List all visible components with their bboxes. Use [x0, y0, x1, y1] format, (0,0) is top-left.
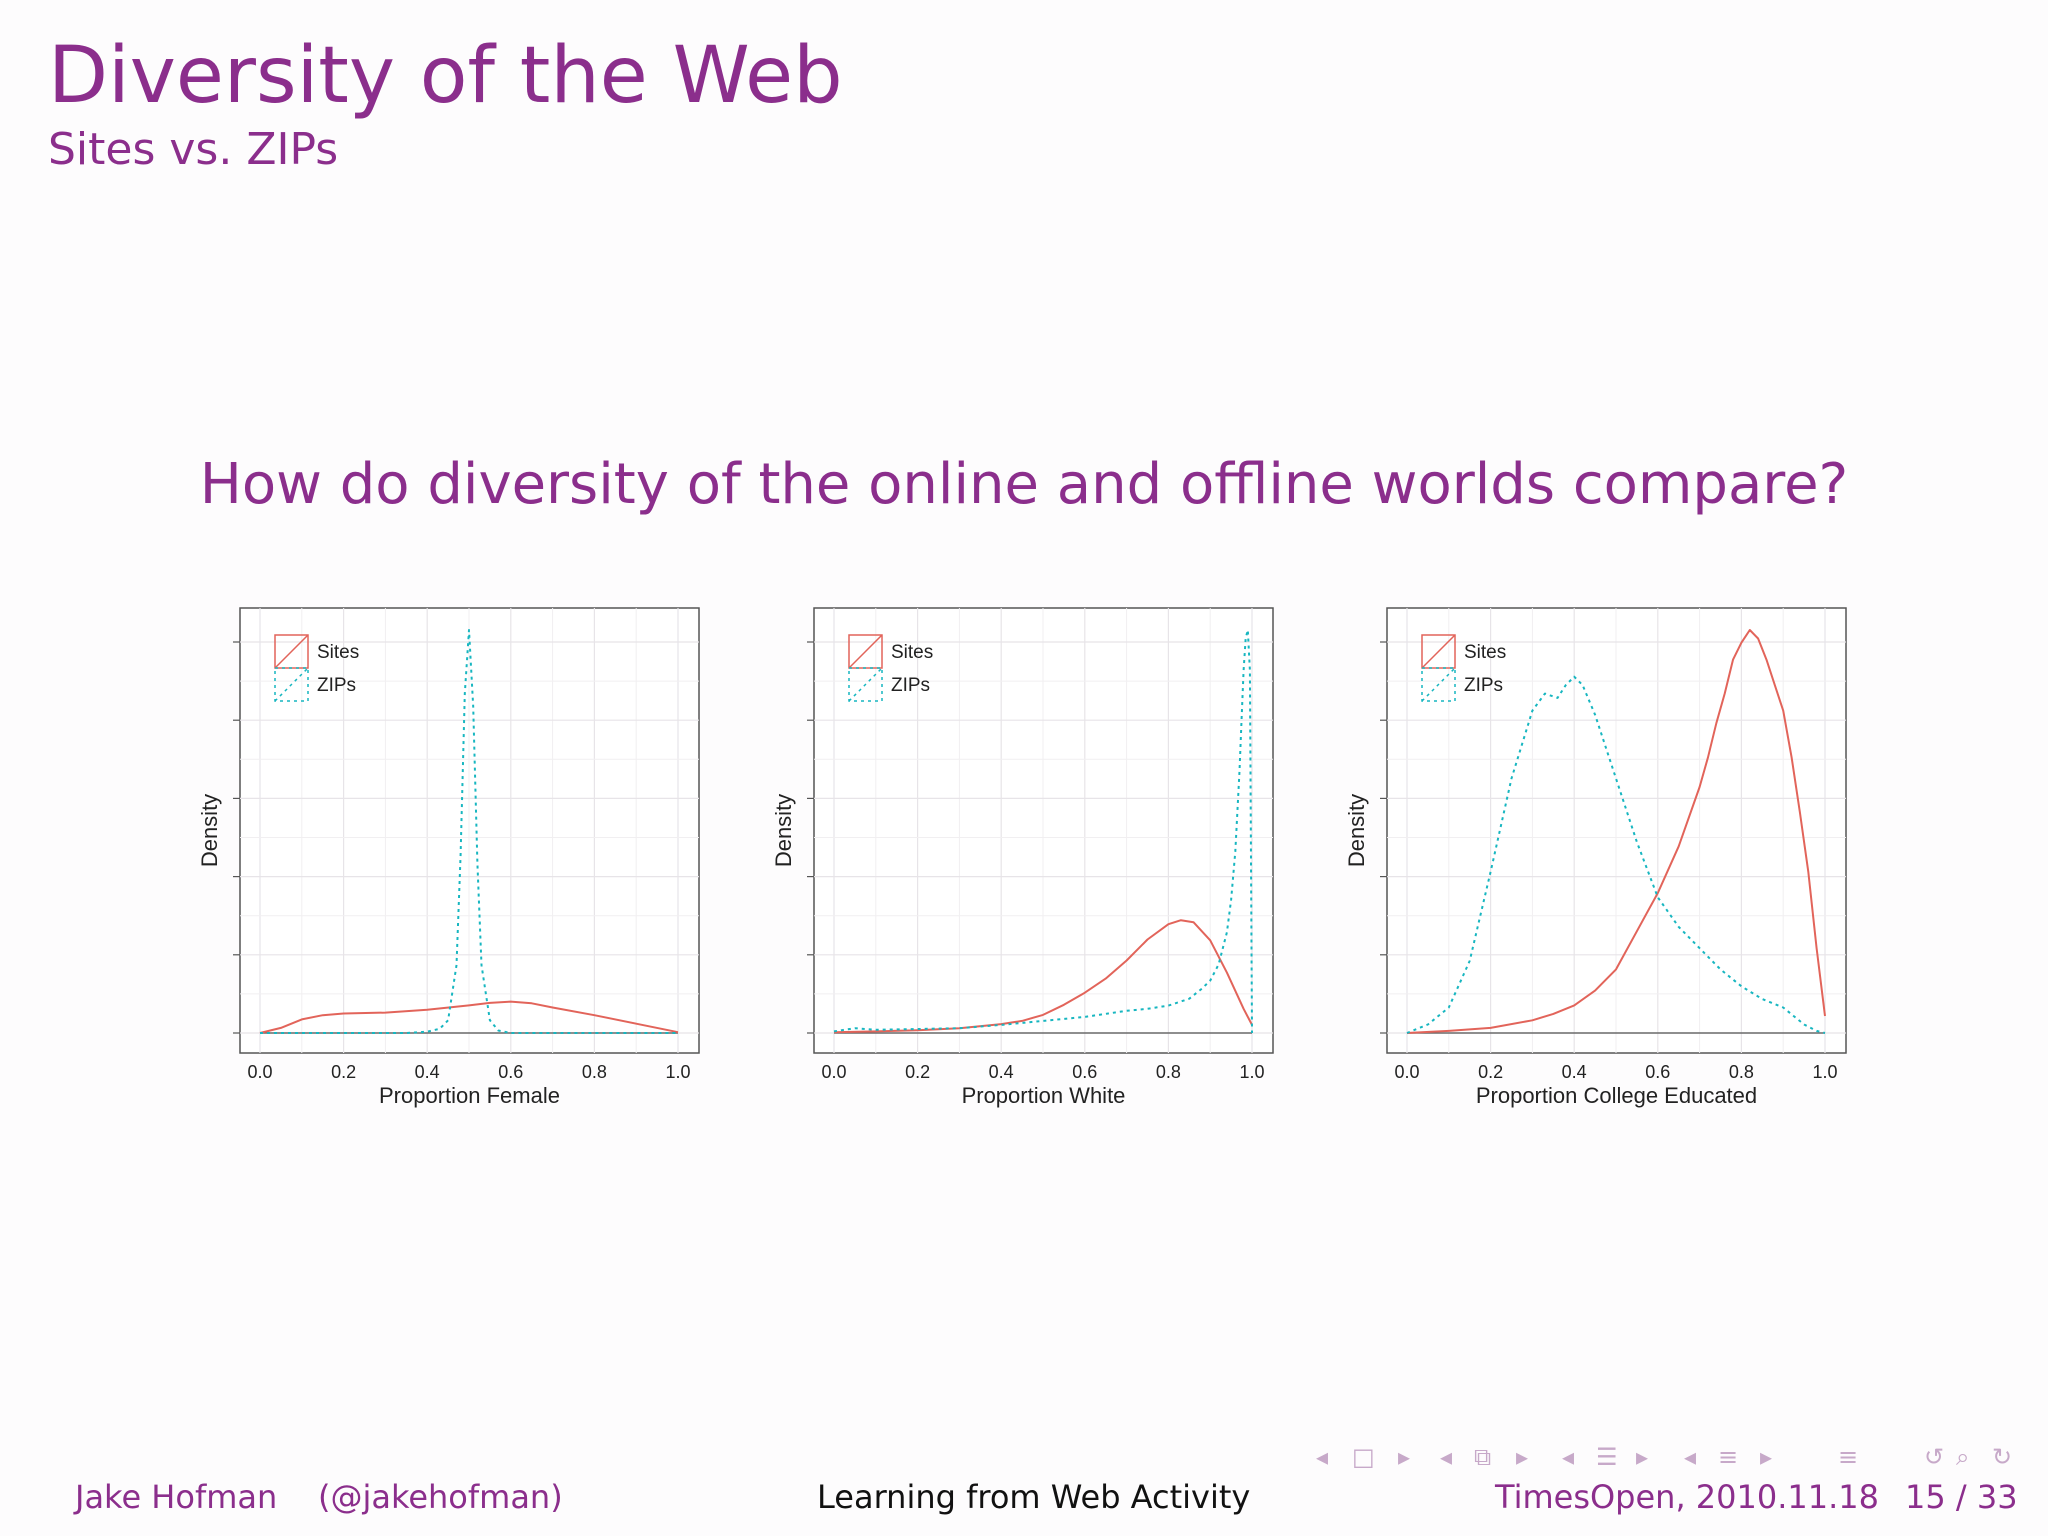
legend-item-sites: Sites — [848, 634, 933, 669]
x-tick-label: 1.0 — [665, 1062, 690, 1082]
x-tick-label: 0.4 — [989, 1062, 1014, 1082]
legend-label: ZIPs — [317, 675, 356, 696]
legend-key — [1421, 667, 1456, 702]
arrow-left-icon[interactable]: ◂ — [1440, 1443, 1453, 1471]
legend-label: Sites — [1464, 642, 1506, 663]
legend-item-zips: ZIPs — [848, 667, 930, 702]
arrow-right-icon[interactable]: ▸ — [1760, 1443, 1773, 1471]
slide-subtitle: Sites vs. ZIPs — [48, 124, 339, 175]
y-axis-title: Density — [1344, 794, 1369, 867]
search-icon[interactable]: ⌕ — [1956, 1443, 1970, 1471]
chart-proportion-white: 0.0 0.2 0.4 0.6 0.8 1.0 Proportion White Densit… — [754, 600, 1294, 1120]
legend-item-zips: ZIPs — [274, 667, 356, 702]
footer: Jake Hofman (@jakehofman) Learning from … — [0, 1460, 2048, 1536]
align-icon[interactable]: ≡ — [1718, 1443, 1739, 1471]
x-tick-label: 0.0 — [821, 1062, 846, 1082]
x-tick-label: 1.0 — [1812, 1062, 1837, 1082]
x-axis-title: Proportion College Educated — [1476, 1083, 1757, 1108]
series-line-sites — [833, 919, 1253, 1034]
redo-icon[interactable]: ↻ — [1992, 1443, 2013, 1471]
legend-key — [274, 667, 309, 702]
series-line-zips — [260, 629, 678, 1034]
legend-label: ZIPs — [891, 675, 930, 696]
x-tick-label: 0.8 — [582, 1062, 607, 1082]
x-tick-label: 0.6 — [498, 1062, 523, 1082]
x-axis-title: Proportion Female — [379, 1083, 560, 1108]
x-tick-label: 0.0 — [247, 1062, 272, 1082]
x-tick-label: 0.2 — [1478, 1062, 1503, 1082]
arrow-right-icon[interactable]: ▸ — [1516, 1443, 1529, 1471]
x-tick-label: 0.2 — [331, 1062, 356, 1082]
legend-key-line — [848, 634, 883, 669]
x-tick-label: 0.4 — [415, 1062, 440, 1082]
chart-svg: 0.0 0.2 0.4 0.6 0.8 1.0 Proportion Female Densi… — [197, 607, 700, 1108]
x-tick-label: 0.8 — [1156, 1062, 1181, 1082]
x-tick-label: 0.2 — [905, 1062, 930, 1082]
arrow-right-icon[interactable]: ▸ — [1398, 1443, 1411, 1471]
question-text: How do diversity of the online and offli… — [199, 452, 1849, 517]
chart-svg: 0.0 0.2 0.4 0.6 0.8 1.0 Proportion White Densit… — [771, 607, 1274, 1108]
arrow-left-icon[interactable]: ◂ — [1562, 1443, 1575, 1471]
x-tick-label: 0.4 — [1562, 1062, 1587, 1082]
legend-key-line — [1421, 634, 1456, 669]
y-axis-title: Density — [197, 794, 222, 867]
chart-svg: 0.0 0.2 0.4 0.6 0.8 1.0 Proportion College Edu… — [1344, 607, 1847, 1108]
x-axis-title: Proportion White — [962, 1083, 1126, 1108]
arrow-left-icon[interactable]: ◂ — [1684, 1443, 1697, 1471]
x-tick-label: 0.8 — [1729, 1062, 1754, 1082]
x-tick-label: 0.6 — [1645, 1062, 1670, 1082]
series-line-sites — [259, 1000, 679, 1034]
frame-icon[interactable]: □ — [1352, 1443, 1375, 1471]
undo-icon[interactable]: ↺ — [1924, 1443, 1945, 1471]
series-line-sites — [1406, 629, 1826, 1034]
subsection-icon[interactable]: ⧉ — [1474, 1443, 1492, 1471]
x-tick-label: 0.6 — [1072, 1062, 1097, 1082]
section-icon[interactable]: ☰ — [1596, 1443, 1618, 1471]
legend-key-line — [274, 667, 309, 702]
arrow-left-icon[interactable]: ◂ — [1316, 1443, 1329, 1471]
chart-proportion-female: 0.0 0.2 0.4 0.6 0.8 1.0 Proportion Female Densi… — [180, 600, 720, 1120]
beamer-navigation: ◂ □ ▸ ◂ ⧉ ▸ ◂ ☰ ▸ ◂ ≡ ▸ ≡ ↺ ⌕ ↻ — [1316, 1440, 2036, 1474]
legend-label: ZIPs — [1464, 675, 1503, 696]
legend-key — [848, 667, 883, 702]
legend-item-zips: ZIPs — [1421, 667, 1503, 702]
legend-key-line — [1421, 667, 1456, 702]
footer-talk-title: Learning from Web Activity — [817, 1478, 1251, 1516]
legend-key-line — [848, 667, 883, 702]
legend-key-line — [274, 634, 309, 669]
slide-title: Diversity of the Web — [48, 31, 843, 121]
legend-label: Sites — [317, 642, 359, 663]
chart-proportion-college-educated: 0.0 0.2 0.4 0.6 0.8 1.0 Proportion College Edu… — [1327, 600, 1867, 1120]
arrow-right-icon[interactable]: ▸ — [1636, 1443, 1649, 1471]
footer-date: TimesOpen, 2010.11.18 — [1495, 1478, 1880, 1516]
series-line-zips — [1406, 675, 1826, 1034]
y-axis-title: Density — [771, 794, 796, 867]
legend-label: Sites — [891, 642, 933, 663]
footer-page-number: 15 / 33 — [1905, 1478, 2018, 1516]
x-tick-label: 0.0 — [1394, 1062, 1419, 1082]
align-icon[interactable]: ≡ — [1838, 1443, 1859, 1471]
x-tick-label: 1.0 — [1239, 1062, 1264, 1082]
legend-item-sites: Sites — [274, 634, 359, 669]
footer-author: Jake Hofman (@jakehofman) — [75, 1478, 563, 1516]
